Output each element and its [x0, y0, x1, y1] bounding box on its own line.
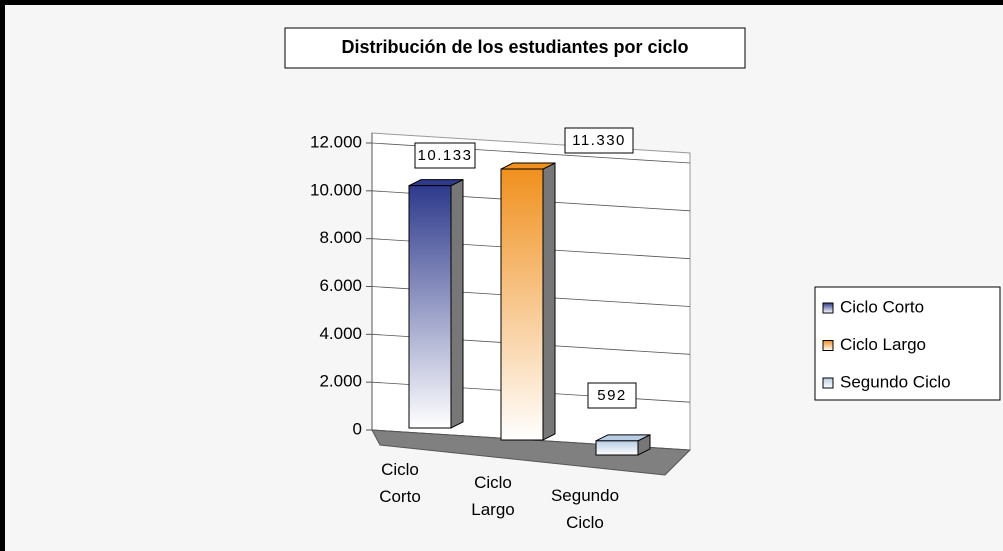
- value-label-box: [414, 142, 476, 169]
- y-tick-label: 8.000: [319, 228, 362, 247]
- legend-swatch: [822, 377, 834, 389]
- legend-box: [814, 286, 1001, 401]
- legend-swatch: [822, 302, 834, 314]
- y-tick-label: 0: [353, 419, 362, 438]
- y-tick-label: 2.000: [319, 372, 362, 391]
- chart-title: Distribución de los estudiantes por cicl…: [341, 37, 688, 57]
- title-box: [284, 27, 746, 69]
- y-tick-label: 10.000: [310, 180, 362, 199]
- frame-left: [0, 0, 5, 551]
- value-label-box: [587, 382, 637, 409]
- y-tick-label: 4.000: [319, 324, 362, 343]
- bar-side: [450, 178, 464, 429]
- value-label: 11.330: [572, 132, 626, 149]
- x-tick-label: Ciclo Largo: [471, 473, 515, 519]
- y-tick-label: 6.000: [319, 276, 362, 295]
- bar: [408, 185, 452, 429]
- bar: [500, 168, 544, 441]
- value-label: 10.133: [418, 147, 473, 164]
- value-label: 592: [597, 387, 627, 404]
- value-label-box: [564, 127, 634, 154]
- legend-label: Ciclo Largo: [840, 335, 926, 354]
- y-tick-label: 12.000: [310, 132, 362, 151]
- frame-top: [0, 0, 1003, 5]
- x-tick-label: Segundo Ciclo: [550, 486, 620, 532]
- x-tick-label: Ciclo Corto: [379, 460, 421, 506]
- bar: [595, 440, 639, 456]
- legend-label: Ciclo Corto: [840, 297, 924, 316]
- legend-swatch: [822, 340, 834, 351]
- legend-label: Segundo Ciclo: [840, 372, 951, 391]
- bar-side: [542, 162, 556, 441]
